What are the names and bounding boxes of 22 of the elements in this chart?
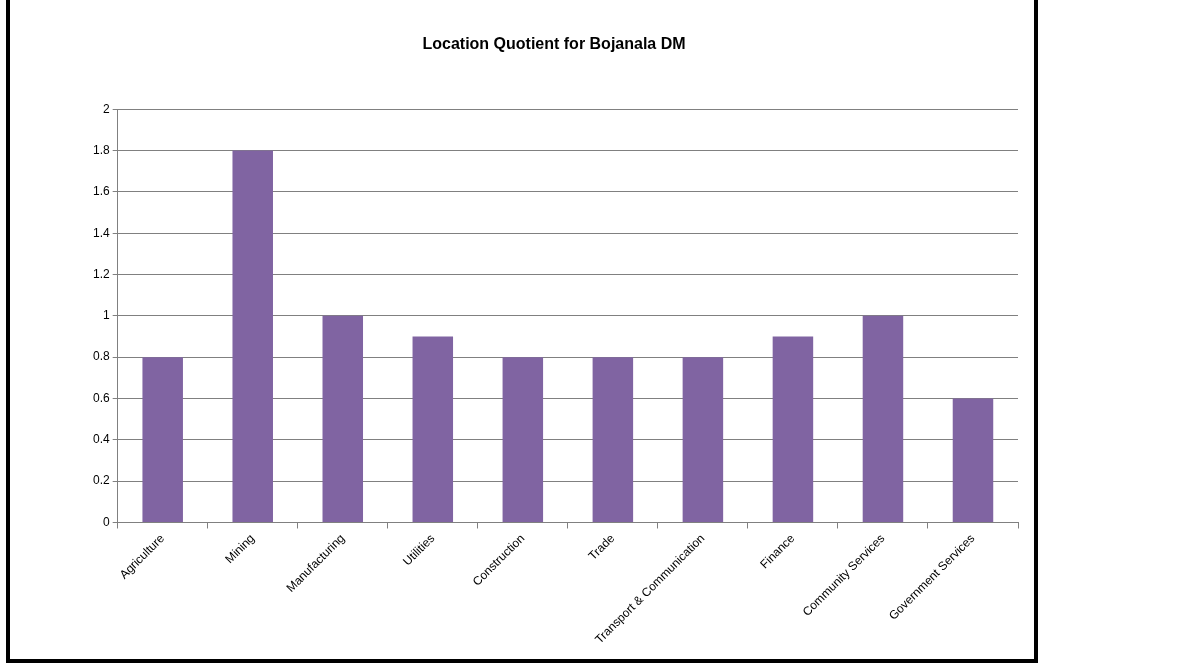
bar	[142, 357, 183, 522]
bar	[412, 336, 454, 522]
bar	[862, 315, 904, 522]
bar	[772, 336, 814, 522]
y-tick-label: 1.4	[92, 225, 110, 240]
y-tick-label: 0.4	[92, 432, 110, 447]
y-tick-label: 1.2	[92, 266, 110, 281]
bar	[232, 150, 273, 522]
y-tick-label: 0	[102, 514, 110, 529]
bar	[682, 357, 724, 522]
y-tick-label: 0.8	[92, 349, 110, 364]
chart-title: Location Quotient for Bojanala DM	[422, 35, 686, 53]
bar	[322, 315, 364, 522]
bar	[952, 398, 994, 522]
y-tick-label: 2	[102, 101, 110, 116]
y-tick-label: 0.6	[92, 390, 110, 405]
bar	[592, 357, 634, 522]
bar	[502, 357, 544, 522]
y-tick-label: 1	[102, 308, 110, 323]
y-tick-label: 1.8	[92, 142, 110, 157]
y-tick-label: 1.6	[92, 184, 110, 199]
y-tick-label: 0.2	[92, 473, 110, 488]
